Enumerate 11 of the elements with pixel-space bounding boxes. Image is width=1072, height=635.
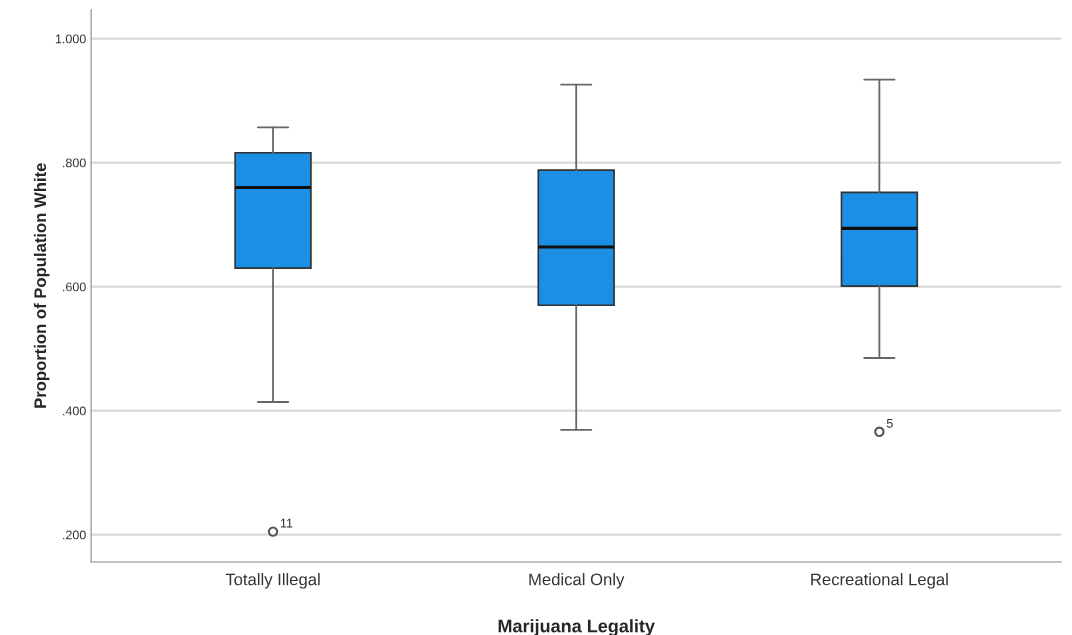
x-tick-label: Recreational Legal bbox=[811, 573, 948, 589]
y-tick-label: .600 bbox=[63, 282, 86, 292]
y-tick-label: .200 bbox=[63, 530, 86, 540]
x-tick-label: Totally Illegal bbox=[225, 573, 320, 589]
y-axis-title: Proportion of Population White bbox=[33, 163, 50, 408]
y-tick-label: .400 bbox=[63, 406, 86, 416]
x-tick-label: Medical Only bbox=[529, 573, 625, 589]
y-tick-label: 1.000 bbox=[55, 34, 86, 44]
annotation: 11 bbox=[280, 518, 293, 528]
y-tick-label: .800 bbox=[63, 158, 86, 168]
annotation: 5 bbox=[886, 419, 893, 428]
